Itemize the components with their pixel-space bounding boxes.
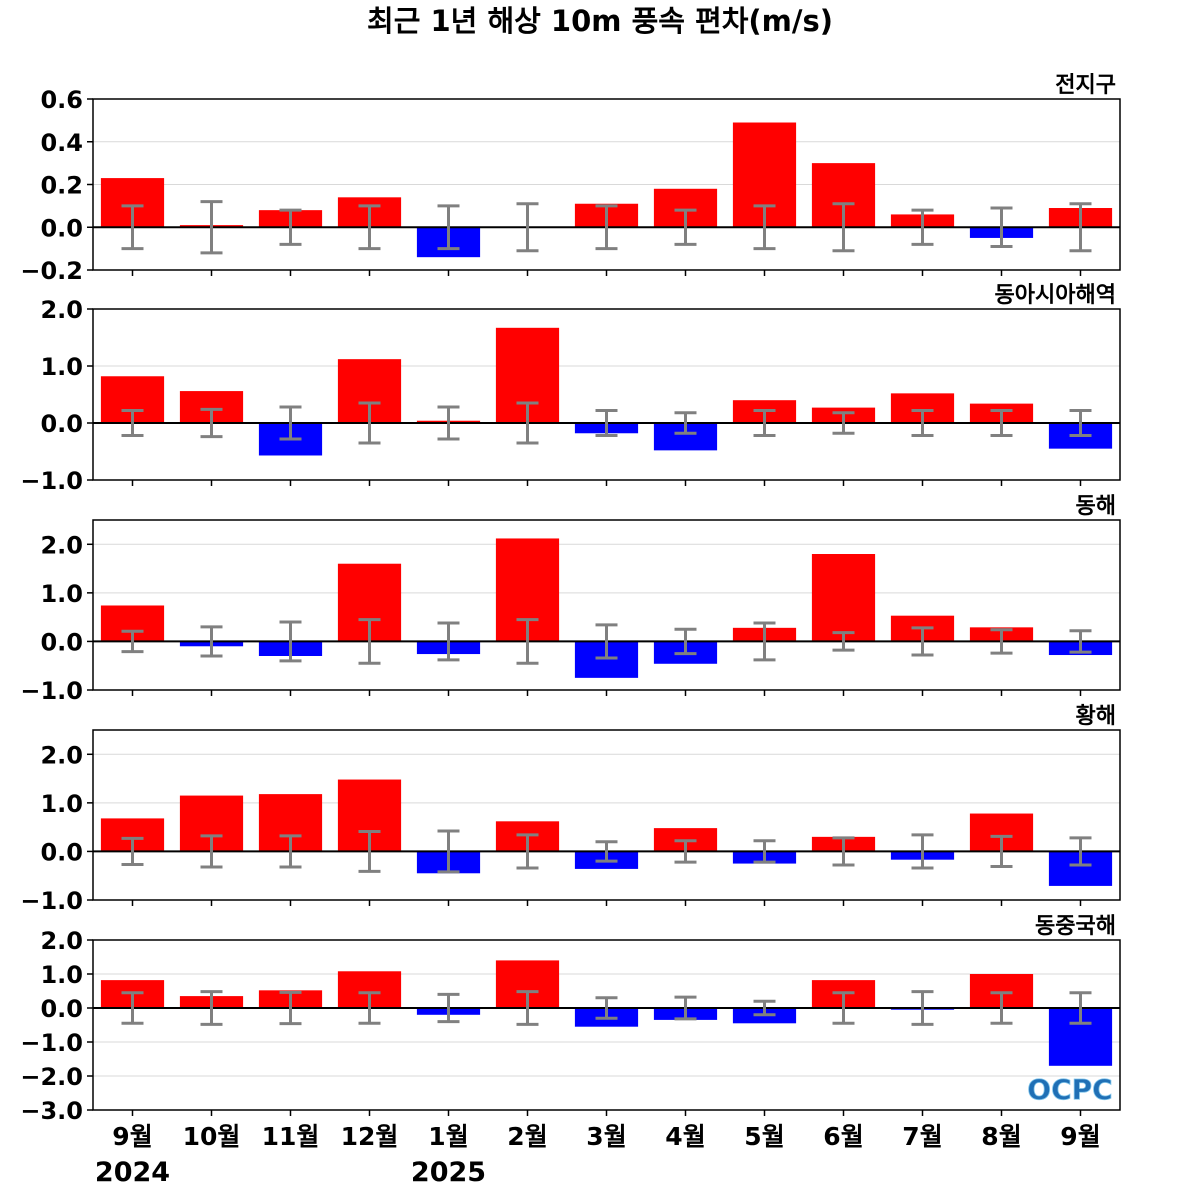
y-tick-label: 0.0 (40, 214, 83, 242)
y-tick-label: 1.0 (40, 790, 83, 818)
panel-label: 동해 (1076, 494, 1116, 519)
x-tick-label: 9월 (1060, 1122, 1100, 1151)
x-tick-label: 10월 (183, 1122, 241, 1151)
y-tick-label: 2.0 (40, 296, 83, 324)
ocpc-logo: OCPC (1027, 1073, 1113, 1107)
y-tick-label: 0.0 (40, 628, 83, 656)
x-tick-label: 5월 (744, 1122, 784, 1151)
panel-label: 황해 (1076, 704, 1116, 729)
y-tick-label: 2.0 (40, 741, 83, 769)
panel-label: 동중국해 (1035, 914, 1116, 939)
x-tick-label: 6월 (823, 1122, 863, 1151)
chart-title: 최근 1년 해상 10m 풍속 편차(m/s) (367, 4, 833, 38)
x-tick-label: 11월 (262, 1122, 320, 1151)
x-axis: 9월 10월 11월 12월 1월 2월 3월 4월 5월 6월 7월 8월 9월 2024 2025 (95, 1122, 1101, 1188)
y-tick-label: 2.0 (40, 927, 83, 955)
panel-label: 동아시아해역 (995, 283, 1116, 308)
y-tick-label: −0.2 (20, 257, 83, 285)
y-tick-label: 1.0 (40, 580, 83, 608)
y-tick-label: 0.0 (40, 410, 83, 438)
x-tick-label: 2월 (507, 1122, 547, 1151)
plot-frame (92, 729, 1121, 901)
y-tick-label: 0.0 (40, 995, 83, 1023)
x-tick-label: 1월 (428, 1122, 468, 1151)
year-label: 2024 (95, 1157, 170, 1188)
chart-panel: −3.0 −2.0 −1.0 0.0 1.0 2.0 동중국해 (20, 914, 1121, 1125)
logo-text: OCPC (1027, 1073, 1112, 1106)
y-tick-label: −1.0 (20, 887, 83, 915)
y-tick-label: 0.6 (40, 86, 83, 114)
y-tick-label: 2.0 (40, 531, 83, 559)
x-tick-label: 8월 (981, 1122, 1021, 1151)
y-tick-label: −2.0 (20, 1063, 83, 1091)
chart-panel: −0.2 0.0 0.2 0.4 0.6 전지구 (20, 73, 1121, 285)
x-tick-label: 3월 (586, 1122, 626, 1151)
panel-label: 전지구 (1055, 73, 1116, 98)
y-tick-label: −3.0 (20, 1097, 83, 1125)
x-tick-label: 7월 (902, 1122, 942, 1151)
y-tick-label: −1.0 (20, 467, 83, 495)
y-tick-label: −1.0 (20, 1029, 83, 1057)
year-label: 2025 (411, 1157, 486, 1188)
chart-panel: −1.0 0.0 1.0 2.0 동해 (20, 494, 1121, 705)
y-tick-label: 0.0 (40, 838, 83, 866)
y-tick-label: 1.0 (40, 961, 83, 989)
y-tick-label: −1.0 (20, 677, 83, 705)
bar (811, 554, 876, 642)
plot-frame (92, 308, 1121, 481)
y-tick-label: 0.4 (40, 129, 83, 157)
chart-panel: −1.0 0.0 1.0 2.0 황해 (20, 704, 1121, 915)
x-tick-label: 4월 (665, 1122, 705, 1151)
x-tick-label: 9월 (112, 1122, 152, 1151)
chart-panels: −0.20.00.20.40.6전지구−1.00.01.02.0동아시아해역−1… (20, 73, 1121, 1125)
x-tick-label: 12월 (341, 1122, 399, 1151)
y-tick-label: 1.0 (40, 353, 83, 381)
y-tick-label: 0.2 (40, 172, 83, 200)
chart-panel: −1.0 0.0 1.0 2.0 동아시아해역 (20, 283, 1121, 495)
